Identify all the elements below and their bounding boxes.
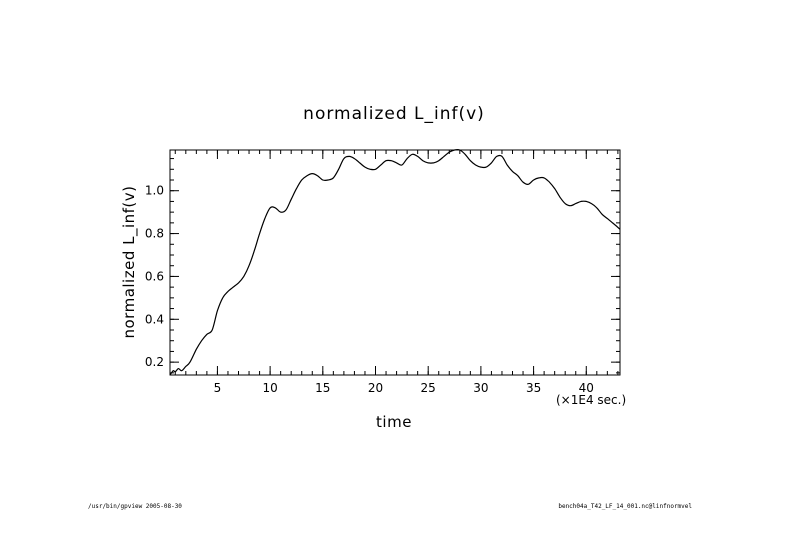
x-tick-label: 40 bbox=[579, 381, 594, 395]
x-tick-labels: 5 10 15 20 25 30 35 40 bbox=[214, 381, 594, 395]
series-line bbox=[169, 148, 621, 376]
y-tick-label: 0.2 bbox=[145, 355, 164, 369]
y-axis-title: normalized L_inf(v) bbox=[120, 185, 139, 338]
x-tick-label: 20 bbox=[368, 381, 383, 395]
footer-left: /usr/bin/gpview 2005-08-30 bbox=[88, 503, 182, 510]
x-tick-label: 35 bbox=[526, 381, 541, 395]
x-tick-label: 10 bbox=[262, 381, 277, 395]
axis-ticks bbox=[170, 150, 620, 375]
y-tick-label: 1.0 bbox=[145, 184, 164, 198]
x-tick-label: 25 bbox=[421, 381, 436, 395]
plot-frame bbox=[169, 149, 621, 376]
y-tick-labels: 0.2 0.4 0.6 0.8 1.0 bbox=[145, 184, 164, 369]
y-tick-label: 0.8 bbox=[145, 227, 164, 241]
y-tick-label: 0.6 bbox=[145, 269, 164, 283]
x-axis-title: time bbox=[376, 413, 412, 431]
y-tick-label: 0.4 bbox=[145, 312, 164, 326]
footer-right: bench04a_T42_LF_14_001.nc@linfnormvel bbox=[558, 503, 692, 510]
x-tick-label: 15 bbox=[315, 381, 330, 395]
x-tick-label: 30 bbox=[473, 381, 488, 395]
chart-title: normalized L_inf(v) bbox=[303, 104, 485, 124]
x-unit-label: (×1E4 sec.) bbox=[556, 393, 626, 407]
x-tick-label: 5 bbox=[214, 381, 222, 395]
